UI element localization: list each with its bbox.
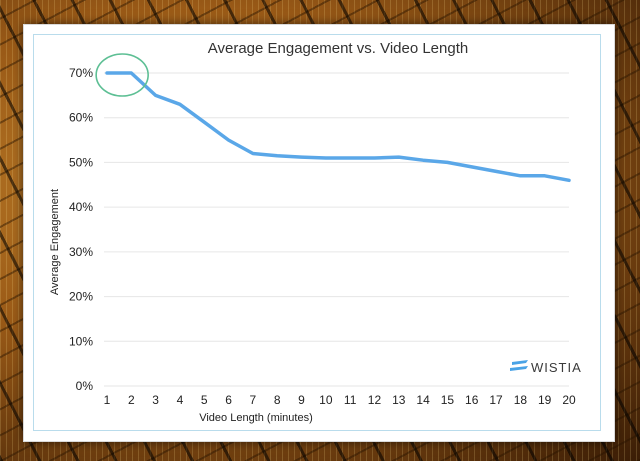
x-tick-label: 14 bbox=[416, 393, 430, 407]
x-tick-label: 6 bbox=[225, 393, 232, 407]
x-tick-label: 5 bbox=[201, 393, 208, 407]
y-tick-label: 10% bbox=[69, 334, 93, 348]
x-tick-label: 18 bbox=[514, 393, 528, 407]
x-tick-label: 2 bbox=[128, 393, 135, 407]
chart-card: Average Engagement vs. Video Length 0% 10… bbox=[23, 24, 615, 442]
y-tick-label: 0% bbox=[76, 379, 94, 393]
x-tick-label: 8 bbox=[274, 393, 281, 407]
wistia-logo-icon bbox=[510, 360, 528, 371]
y-tick-label: 40% bbox=[69, 200, 93, 214]
x-tick-label: 3 bbox=[152, 393, 159, 407]
x-tick-label: 19 bbox=[538, 393, 552, 407]
x-tick-label: 15 bbox=[441, 393, 455, 407]
x-tick-label: 13 bbox=[392, 393, 406, 407]
highlight-ellipse bbox=[95, 53, 149, 97]
chart-title: Average Engagement vs. Video Length bbox=[208, 40, 468, 57]
x-tick-label: 7 bbox=[250, 393, 257, 407]
x-tick-label: 4 bbox=[177, 393, 184, 407]
series-line bbox=[105, 71, 571, 183]
wistia-logo-stripe bbox=[512, 360, 528, 365]
y-tick-label: 60% bbox=[69, 111, 93, 125]
x-tick-label: 10 bbox=[319, 393, 333, 407]
wistia-logo-stripe bbox=[510, 366, 528, 371]
x-tick-label: 12 bbox=[368, 393, 382, 407]
wistia-logo: WISTIA bbox=[510, 360, 582, 375]
x-tick-label: 9 bbox=[298, 393, 305, 407]
y-tick-label: 30% bbox=[69, 245, 93, 259]
y-tick-label: 20% bbox=[69, 290, 93, 304]
x-tick-label: 17 bbox=[489, 393, 503, 407]
x-tick-label: 20 bbox=[562, 393, 576, 407]
y-axis-label: Average Engagement bbox=[49, 189, 61, 295]
x-axis-ticks: 1 2 3 4 5 6 7 8 9 10 11 12 13 14 15 16 17 18 19 20 bbox=[104, 393, 576, 407]
x-tick-label: 11 bbox=[344, 393, 357, 407]
chart: Average Engagement vs. Video Length 0% 10… bbox=[49, 40, 582, 424]
grid bbox=[104, 72, 569, 387]
x-tick-label: 1 bbox=[104, 393, 111, 407]
y-axis-ticks: 0% 10% 20% 30% 40% 50% 60% 70% bbox=[69, 66, 93, 393]
brand-name: WISTIA bbox=[531, 360, 582, 375]
y-tick-label: 50% bbox=[69, 155, 93, 169]
y-tick-label: 70% bbox=[69, 66, 93, 80]
chart-frame bbox=[33, 34, 601, 431]
x-axis-label: Video Length (minutes) bbox=[199, 412, 313, 424]
x-tick-label: 16 bbox=[465, 393, 479, 407]
